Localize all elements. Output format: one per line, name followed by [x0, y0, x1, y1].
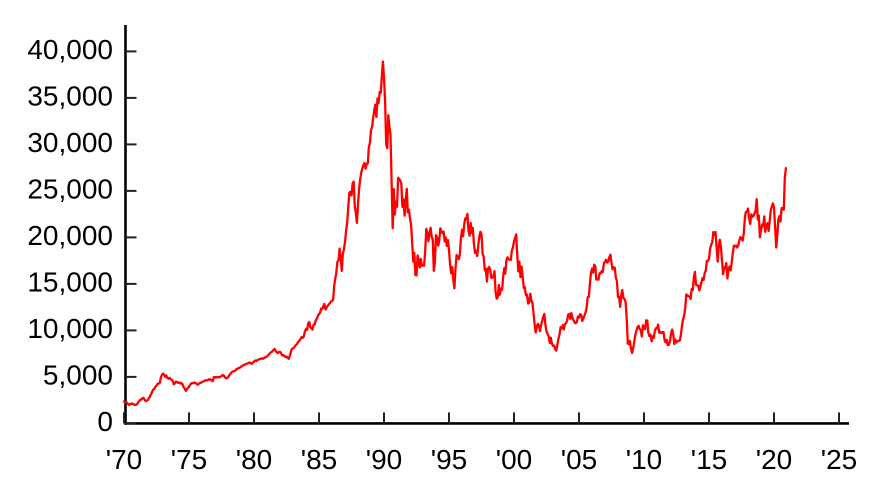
y-tick-label: 25,000: [27, 173, 113, 204]
x-tick-label: '90: [366, 444, 403, 475]
y-tick-label: 0: [97, 406, 113, 437]
x-tick-label: '15: [691, 444, 728, 475]
x-tick-label: '70: [106, 444, 143, 475]
y-tick-label: 40,000: [27, 34, 113, 65]
y-tick-label: 20,000: [27, 220, 113, 251]
price-line-series: [122, 60, 788, 407]
x-tick-label: '00: [496, 444, 533, 475]
y-tick-label: 30,000: [27, 127, 113, 158]
x-tick-label: '95: [431, 444, 468, 475]
y-tick-label: 10,000: [27, 313, 113, 344]
x-tick-label: '80: [236, 444, 273, 475]
y-tick-label: 15,000: [27, 266, 113, 297]
x-tick-label: '25: [821, 444, 858, 475]
x-tick-label: '75: [171, 444, 208, 475]
x-tick-label: '05: [561, 444, 598, 475]
y-tick-label: 35,000: [27, 80, 113, 111]
x-tick-label: '10: [626, 444, 663, 475]
y-tick-label: 5,000: [43, 359, 113, 390]
x-tick-label: '85: [301, 444, 338, 475]
x-tick-label: '20: [756, 444, 793, 475]
